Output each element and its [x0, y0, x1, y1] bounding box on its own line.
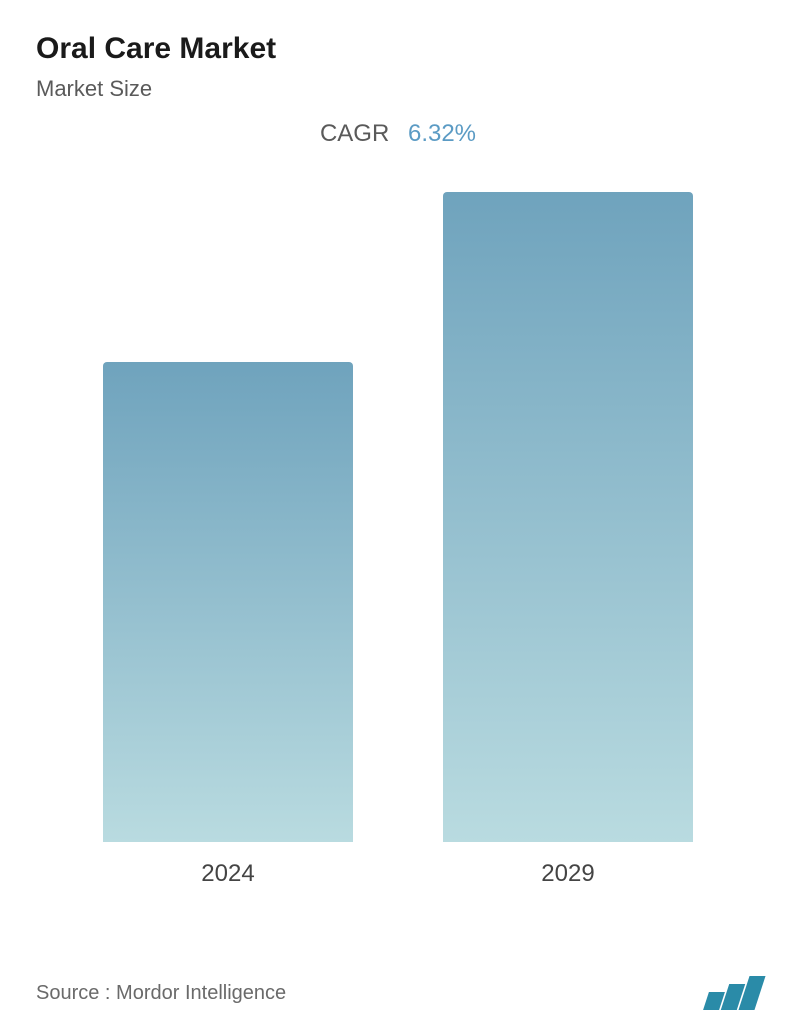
logo-bar-2	[738, 976, 765, 1010]
cagr-value: 6.32%	[408, 120, 476, 147]
bar-1	[443, 192, 693, 842]
source-text: Source : Mordor Intelligence	[36, 982, 286, 1005]
cagr-row: CAGR 6.32%	[36, 120, 760, 148]
source-name: Mordor Intelligence	[116, 982, 286, 1004]
bar-label-0: 2024	[201, 860, 254, 888]
bar-label-1: 2029	[541, 860, 594, 888]
bar-group-0: 2024	[103, 362, 353, 888]
chart-title: Oral Care Market	[36, 32, 760, 66]
logo-icon	[706, 976, 760, 1010]
bar-group-1: 2029	[443, 192, 693, 888]
cagr-label: CAGR	[320, 120, 389, 147]
chart-area: 2024 2029	[36, 188, 760, 888]
chart-container: Oral Care Market Market Size CAGR 6.32% …	[0, 0, 796, 1034]
chart-subtitle: Market Size	[36, 76, 760, 102]
bar-0	[103, 362, 353, 842]
footer: Source : Mordor Intelligence	[36, 976, 760, 1010]
source-label: Source :	[36, 982, 110, 1004]
